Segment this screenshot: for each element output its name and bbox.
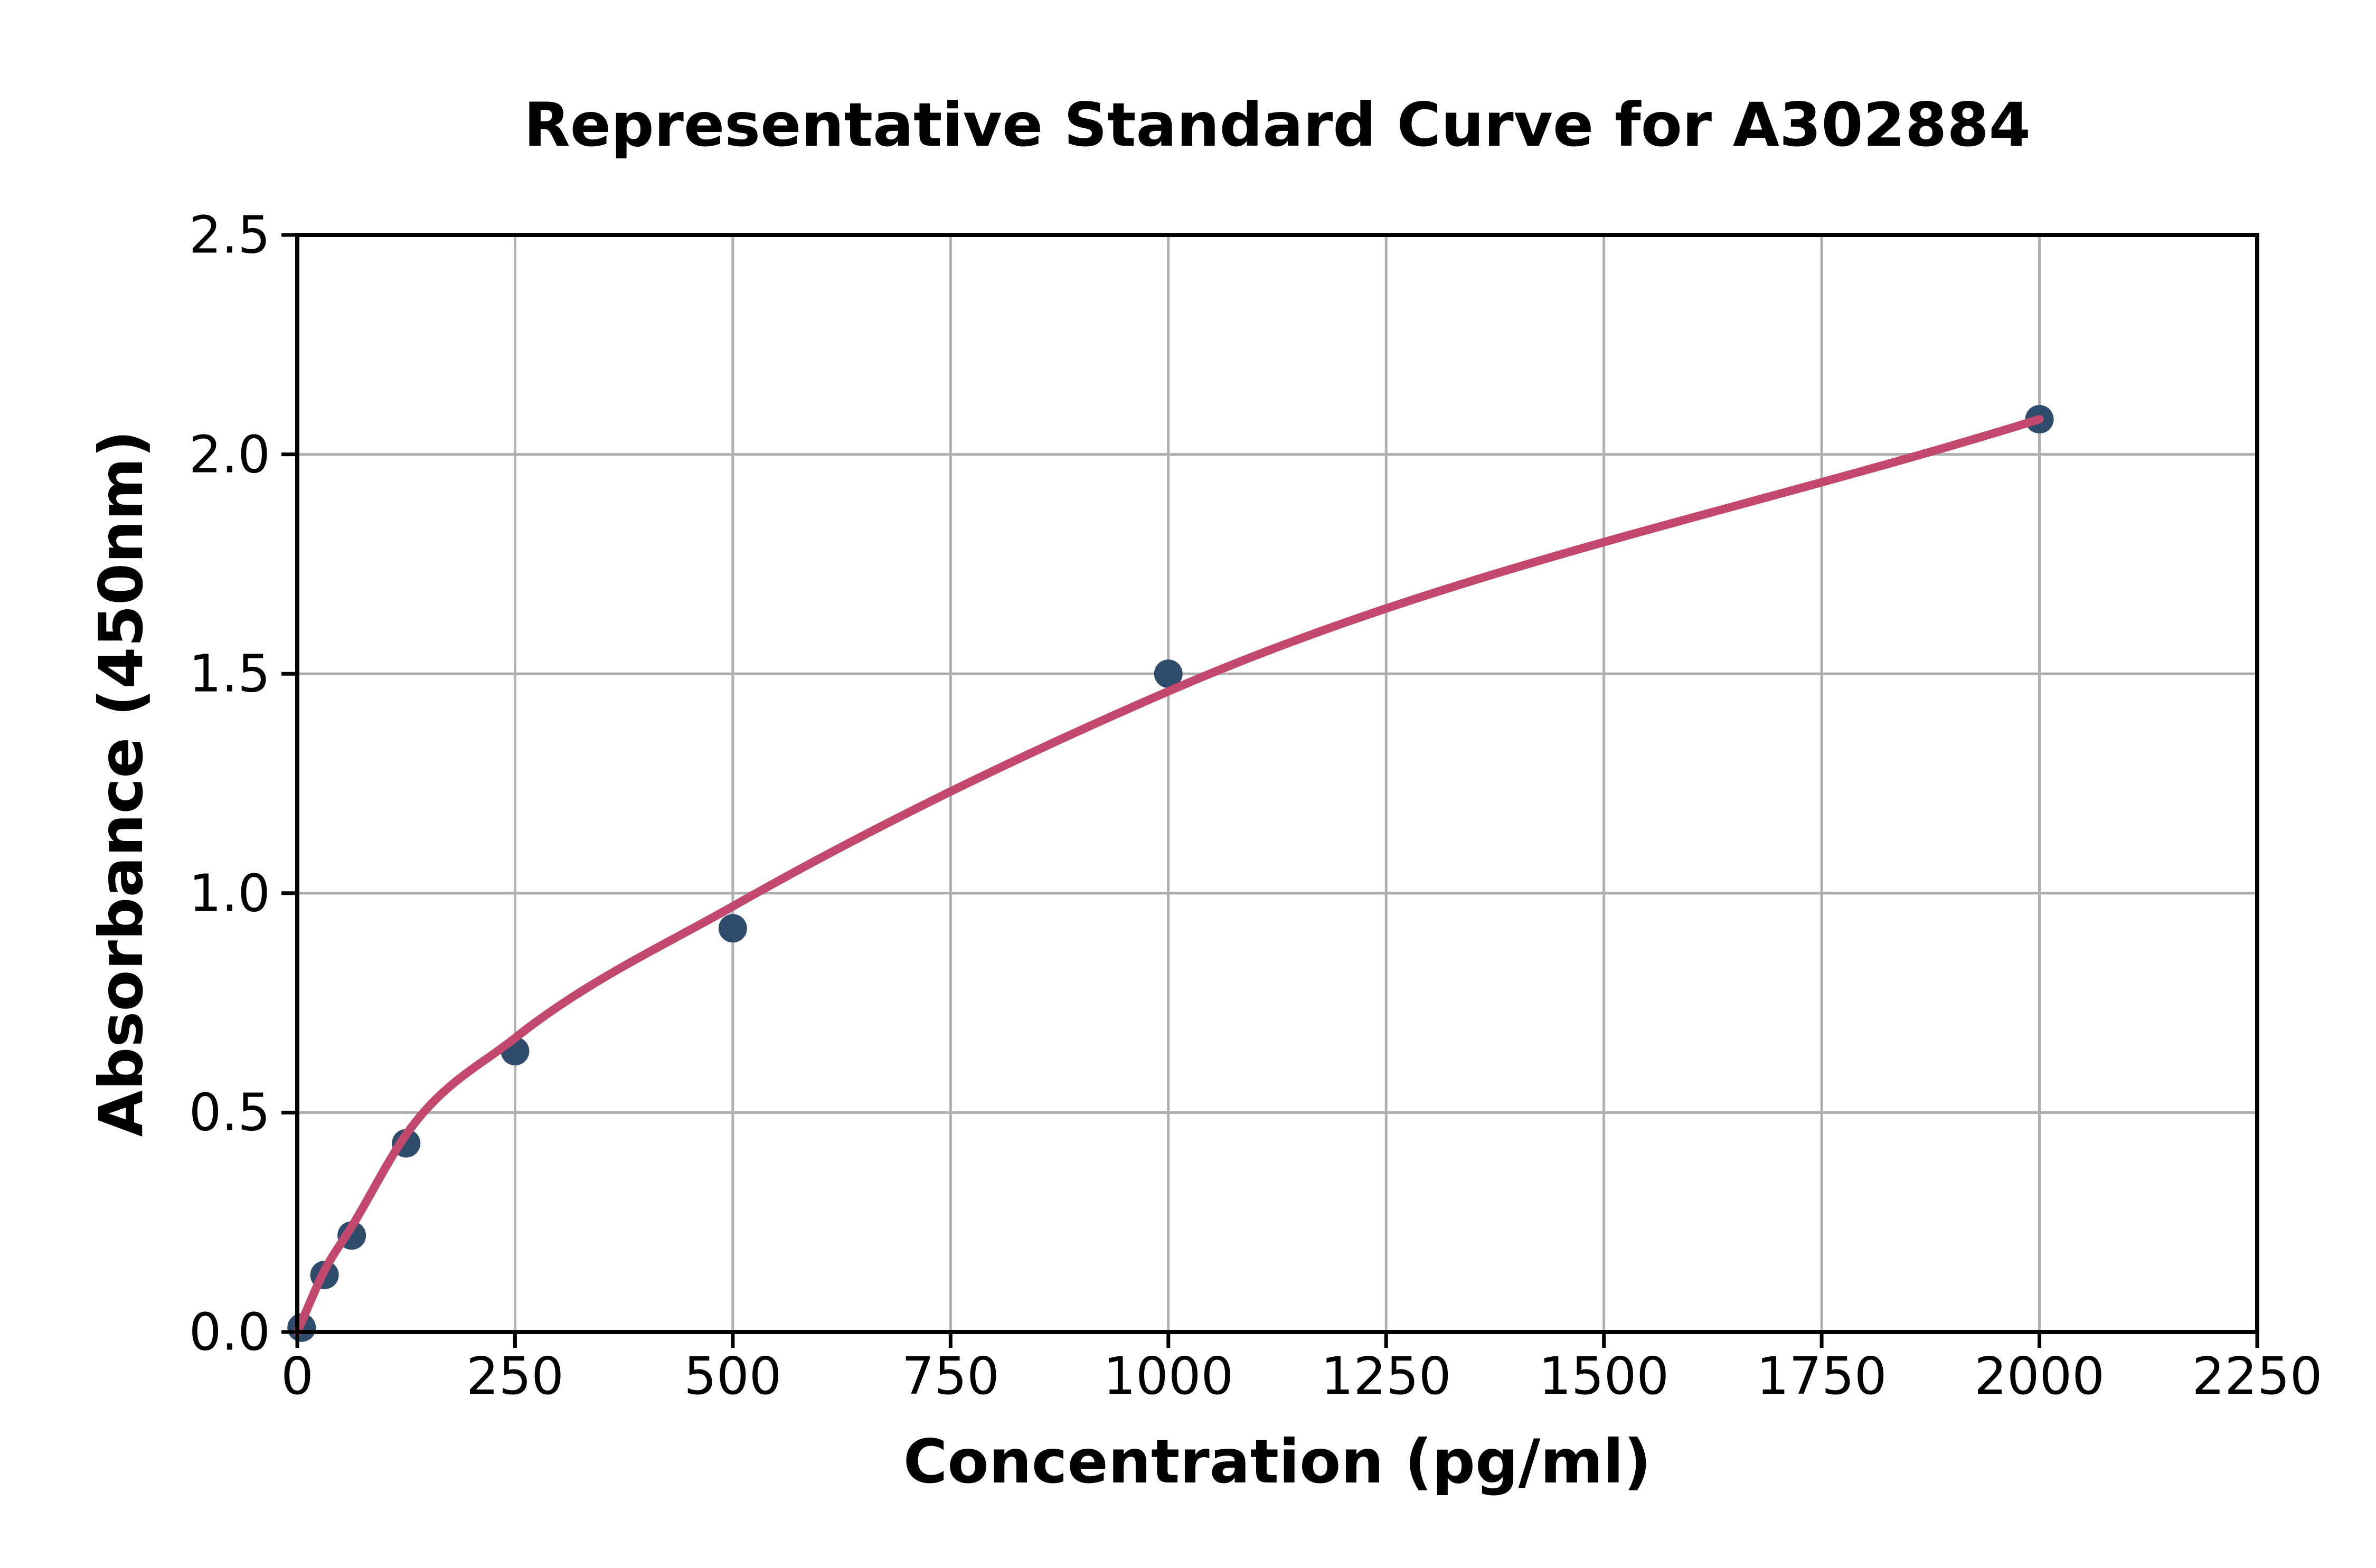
y-tick-label: 0.0 [188, 1302, 270, 1362]
data-point [1154, 659, 1183, 688]
x-tick-label: 1500 [1539, 1346, 1670, 1406]
x-tick-label: 1750 [1756, 1346, 1887, 1406]
x-tick-label: 0 [281, 1346, 314, 1406]
x-tick-label: 250 [466, 1346, 564, 1406]
x-tick-label: 2250 [2192, 1346, 2323, 1406]
chart-title: Representative Standard Curve for A30288… [524, 90, 2031, 160]
y-tick-label: 2.5 [188, 205, 270, 265]
fitted-curve [293, 415, 2044, 1336]
data-point [718, 914, 747, 943]
scatter-points-group [287, 405, 2054, 1342]
y-tick-label: 1.5 [188, 644, 270, 704]
y-tick-label: 2.0 [188, 424, 270, 485]
x-axis-label: Concentration (pg/ml) [903, 1427, 1652, 1497]
x-tick-label: 1250 [1321, 1346, 1451, 1406]
x-tick-label: 2000 [1974, 1346, 2105, 1406]
y-tick-label: 1.0 [188, 863, 270, 923]
y-tick-label: 0.5 [188, 1082, 270, 1142]
axes-spines [295, 233, 2259, 1334]
tick-marks-group [281, 233, 2259, 1348]
x-tick-label: 500 [684, 1346, 782, 1406]
x-tick-label: 1000 [1103, 1346, 1234, 1406]
gridlines-group [296, 233, 2259, 1334]
x-tick-label: 750 [901, 1346, 1000, 1406]
